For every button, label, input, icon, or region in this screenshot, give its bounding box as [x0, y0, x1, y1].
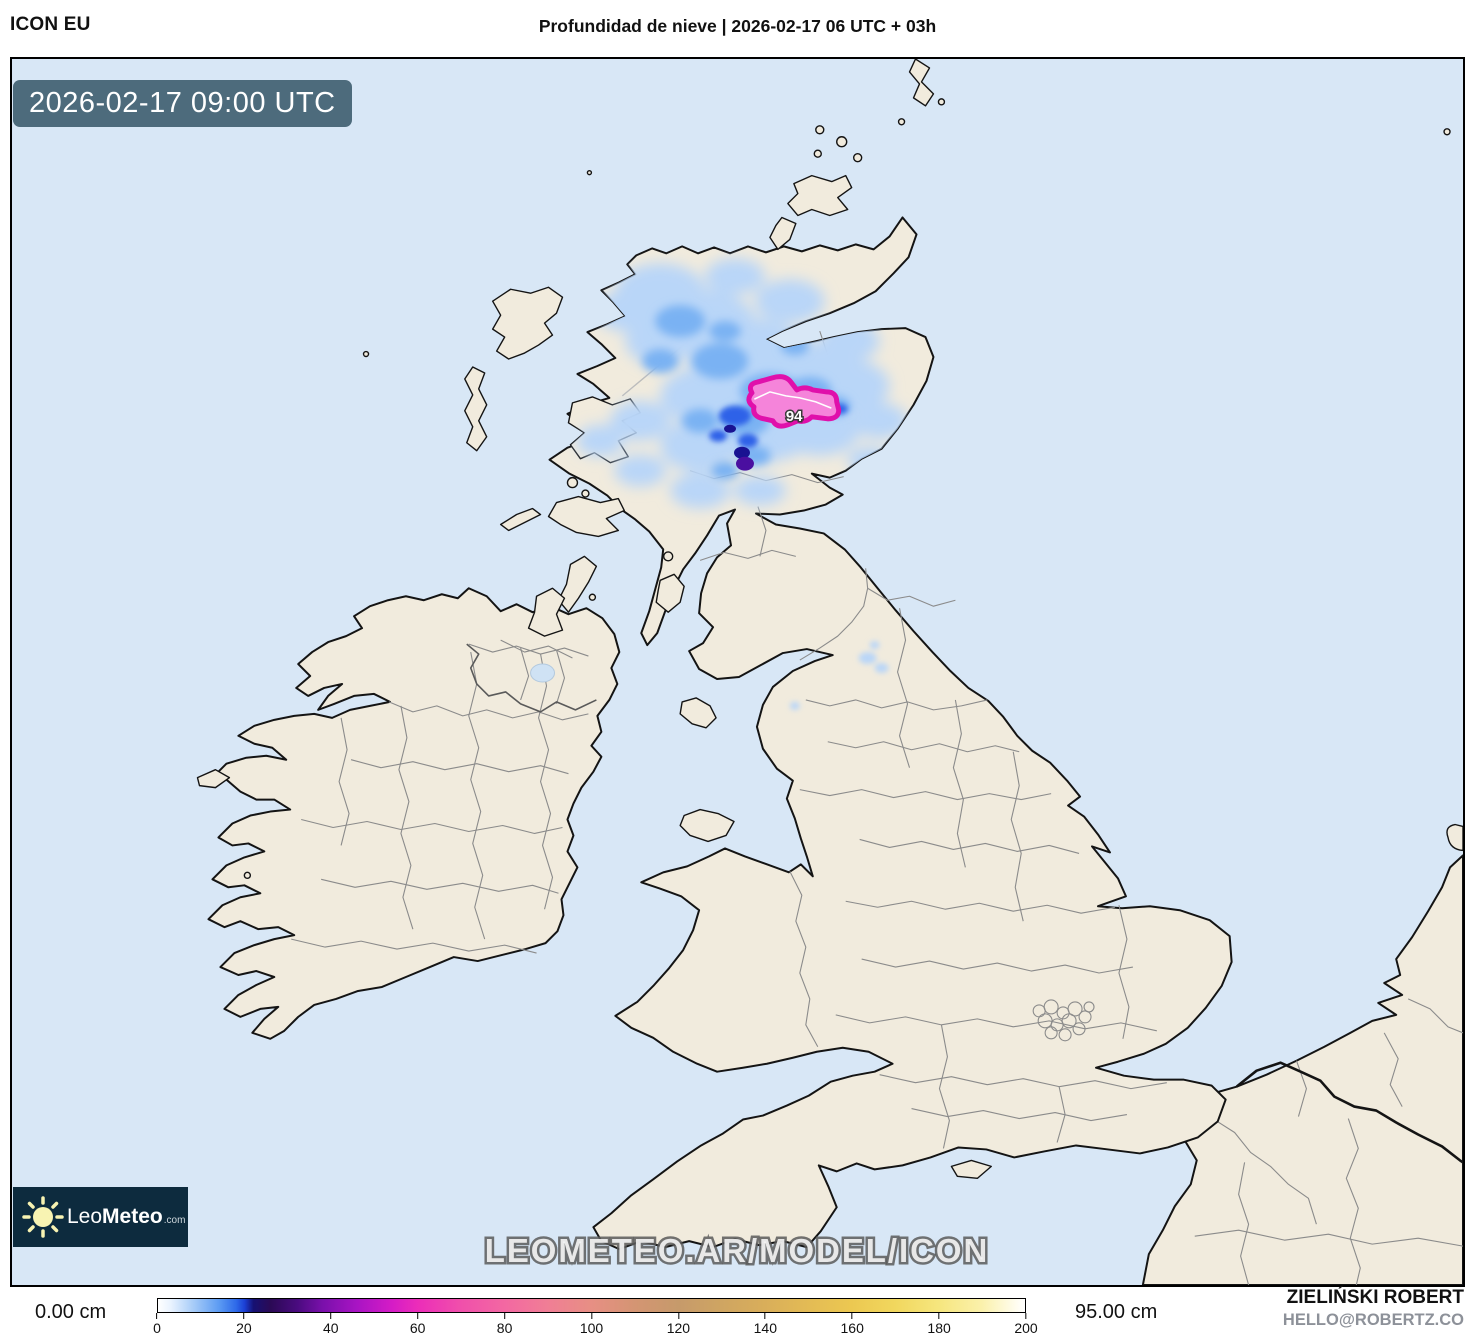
model-label: ICON EU — [10, 14, 91, 35]
legend-max-label: 95.00 cm — [1075, 1301, 1158, 1323]
legend-bar: 0.00 cm 0 20 40 60 80 100 120 140 160 180 200 95.0… — [0, 1287, 1475, 1337]
england-snow-traces — [789, 641, 889, 710]
lough-neagh — [530, 663, 556, 683]
legend-min-label: 0.00 cm — [35, 1301, 107, 1323]
small-islands — [243, 59, 1451, 1180]
colorbar-tick: 140 — [754, 1313, 777, 1336]
colorbar-tick: 160 — [841, 1313, 864, 1336]
snow-depth-layer — [576, 258, 908, 710]
colorbar-tick: 0 — [153, 1313, 161, 1336]
author-name: ZIELIŃSKI ROBERT — [1286, 1287, 1464, 1308]
ni-border — [466, 643, 597, 713]
colorbar-gradient — [157, 1298, 1026, 1313]
max-snow-contour: 94 — [746, 374, 842, 429]
continent-admin-borders — [1186, 998, 1463, 1285]
great-britain — [243, 59, 1451, 1251]
sun-icon — [22, 1196, 64, 1238]
colorbar-tick: 80 — [497, 1313, 512, 1336]
ireland-county-borders — [291, 639, 589, 954]
map-canvas: 94 LEOMETEO.AR/MODEL/ICON — [12, 59, 1463, 1285]
max-value-label: 94 — [786, 408, 803, 425]
timestamp-badge: 2026-02-17 09:00 UTC — [13, 80, 352, 127]
page-title: Profundidad de nieve | 2026-02-17 06 UTC… — [538, 16, 937, 36]
colorbar-tick: 60 — [410, 1313, 425, 1336]
watermark: LEOMETEO.AR/MODEL/ICON — [485, 1232, 989, 1269]
continental-coastline — [1141, 823, 1463, 1285]
colorbar-tick: 100 — [580, 1313, 603, 1336]
colorbar-tick: 180 — [927, 1313, 951, 1336]
weather-map: 94 LEOMETEO.AR/MODEL/ICON 2026-02-17 09:… — [10, 57, 1465, 1287]
logo-tld: .com — [163, 1215, 186, 1226]
dutch-island — [1446, 823, 1463, 852]
colorbar-tick: 40 — [323, 1313, 339, 1336]
credits: ZIELIŃSKI ROBERT HELLO@ROBERTZ.CO — [1283, 1287, 1464, 1330]
colorbar-tick: 200 — [1014, 1313, 1038, 1336]
contact-email: HELLO@ROBERTZ.CO — [1282, 1311, 1464, 1329]
colorbar-tick: 20 — [236, 1313, 252, 1336]
header-bar: ICON EU Profundidad de nieve | 2026-02-1… — [0, 0, 1475, 57]
logo-wordmark: LeoMeteo.com — [67, 1205, 186, 1228]
colorbar-tick: 120 — [667, 1313, 690, 1336]
national-border — [1235, 1061, 1463, 1164]
ireland — [196, 587, 621, 1040]
achill-island — [196, 768, 231, 789]
london-boundary-cluster — [1032, 999, 1095, 1042]
colorbar-ticks: 0 20 40 60 80 100 120 140 160 180 200 — [153, 1313, 1038, 1337]
leometeo-logo: LeoMeteo.com — [13, 1187, 188, 1247]
